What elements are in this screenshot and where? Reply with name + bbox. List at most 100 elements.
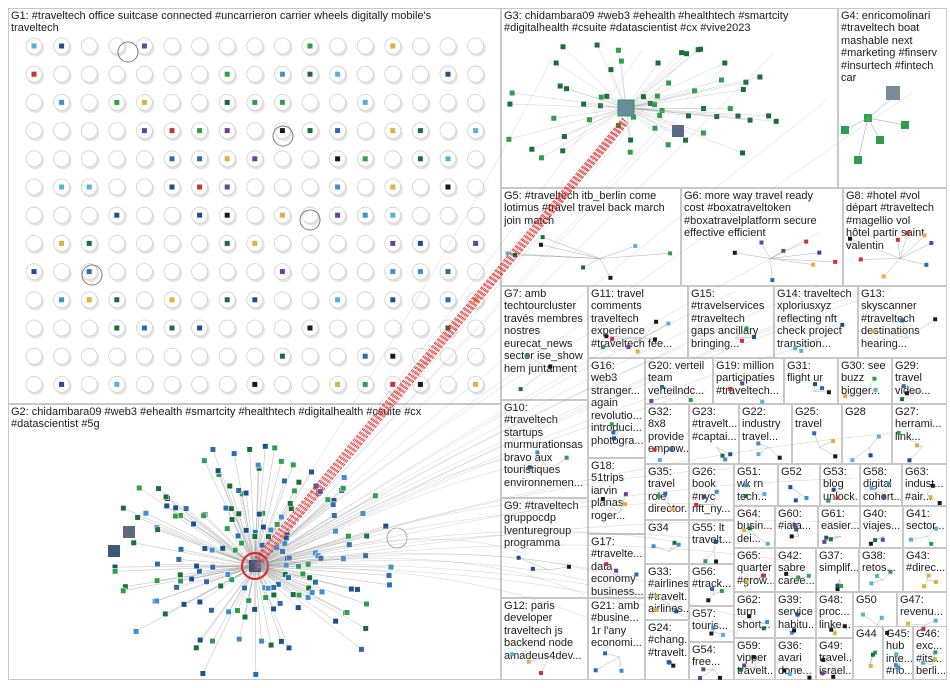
- group-label: G49: travel... israel...: [819, 640, 853, 677]
- group-label: G60: #iata...: [778, 508, 812, 533]
- group-g59: G59: vipper travelt...: [734, 638, 775, 680]
- group-label: G7: amb techtourcluster través membres n…: [504, 288, 583, 375]
- group-label: G26: book #nyc nft_ny...: [692, 466, 731, 516]
- group-g38: G38: retos...: [859, 548, 903, 592]
- group-label: G4: enricomolinari #traveltech boat mash…: [841, 10, 937, 85]
- group-g6: G6: more way travel ready cost #boxatrav…: [681, 188, 843, 286]
- group-label: G2: chidambara09 #web3 #ehealth #smartci…: [11, 406, 422, 431]
- group-label: G29: travel video...: [895, 360, 931, 397]
- group-g39: G39: service habitu...: [775, 592, 816, 638]
- group-label: G11: travel comments traveltech experien…: [591, 288, 673, 350]
- group-g10: G10: #traveltech startups murmurationsas…: [501, 400, 588, 498]
- group-label: G5: #traveltech itb_berlin come lotimus …: [504, 190, 665, 227]
- group-label: G13: skyscanner #traveltech destinations…: [861, 288, 920, 350]
- group-g62: G62: turn short...: [734, 592, 775, 638]
- group-g29: G29: travel video...: [892, 358, 947, 404]
- group-label: G38: retos...: [862, 550, 896, 575]
- group-g45: G45: hub inte... #no...: [883, 626, 913, 680]
- group-g20: G20: verteil team verteilndc...: [645, 358, 713, 404]
- group-label: G65: quarter #grow...: [737, 550, 775, 587]
- group-label: G8: #hotel #vol départ #traveltech #mage…: [846, 190, 935, 252]
- group-g57: G57: touris...: [689, 606, 734, 642]
- group-label: G41: sector...: [906, 508, 945, 533]
- group-g41: G41: sector...: [903, 506, 947, 548]
- group-label: G16: web3 stranger... again revolutio...…: [591, 360, 644, 447]
- group-g18: G18: 51trips iarvin planas roger...: [588, 458, 645, 534]
- group-g12: G12: paris developer traveltech js backe…: [501, 598, 588, 680]
- group-g56: G56: #track...: [689, 564, 734, 606]
- group-label: G18: 51trips iarvin planas roger...: [591, 460, 626, 522]
- group-label: G52: [781, 466, 802, 478]
- group-label: G15: #travelservices #traveltech gaps an…: [691, 288, 765, 350]
- group-label: G35: travel role director...: [648, 466, 689, 516]
- group-g22: G22: industry travel...: [739, 404, 792, 464]
- group-g64: G64: busin... dei...: [734, 506, 775, 548]
- group-g23: G23: #travelt... #captai...: [689, 404, 739, 464]
- group-g16: G16: web3 stranger... again revolutio...…: [588, 358, 645, 458]
- group-label: G17: #travelte... data economy business.…: [591, 536, 644, 598]
- group-g52: G52: [778, 464, 820, 506]
- group-g32: G32: 8x8 provide empow...: [645, 404, 689, 464]
- group-g46: G46: exc... #its... berli...: [913, 626, 947, 680]
- group-g11: G11: travel comments traveltech experien…: [588, 286, 688, 358]
- group-label: G48: proc... linke...: [819, 594, 851, 631]
- group-g14: G14: traveltech xploriusxyz reflecting n…: [774, 286, 858, 358]
- group-g21: G21: amb #busine... 1r l'any economi...: [588, 598, 645, 680]
- group-g37: G37: simplif...: [816, 548, 859, 592]
- group-label: G14: traveltech xploriusxyz reflecting n…: [777, 288, 852, 350]
- group-label: G40: viajes...: [863, 508, 901, 533]
- group-label: G46: exc... #its... berli...: [916, 628, 946, 678]
- group-label: G56: #track...: [692, 566, 732, 591]
- group-g40: G40: viajes...: [860, 506, 903, 548]
- group-label: G36: avari done...: [778, 640, 812, 677]
- group-label: G23: #travelt... #captai...: [692, 406, 738, 443]
- group-label: G51: wk rn tech...: [737, 466, 767, 503]
- group-g51: G51: wk rn tech...: [734, 464, 778, 506]
- group-g48: G48: proc... linke...: [816, 592, 853, 638]
- group-g2: G2: chidambara09 #web3 #ehealth #smartci…: [8, 404, 501, 680]
- group-g15: G15: #travelservices #traveltech gaps an…: [688, 286, 774, 358]
- group-label: G12: paris developer traveltech js backe…: [504, 600, 582, 662]
- group-g5: G5: #traveltech itb_berlin come lotimus …: [501, 188, 681, 286]
- group-label: G28: [845, 406, 866, 418]
- group-label: G19: million participaties #traveltech..…: [716, 360, 779, 397]
- group-label: G31: flight ur: [787, 360, 824, 385]
- group-g35: G35: travel role director...: [645, 464, 689, 520]
- group-label: G53: blog unlock...: [823, 466, 860, 503]
- group-g8: G8: #hotel #vol départ #traveltech #mage…: [843, 188, 947, 286]
- group-label: G30: see buzz bigger...: [841, 360, 886, 397]
- group-g44: G44: [853, 626, 883, 680]
- group-label: G24: #chang... #travelt...: [648, 622, 689, 659]
- group-label: G62: turn short...: [737, 594, 771, 631]
- group-g24: G24: #chang... #travelt...: [645, 620, 689, 680]
- group-label: G27: herrami... link...: [895, 406, 942, 443]
- group-g3: G3: chidambara09 #web3 #ehealth #healtht…: [501, 8, 838, 188]
- group-label: G45: hub inte... #no...: [886, 628, 913, 678]
- group-label: G39: service habitu...: [778, 594, 816, 631]
- group-g27: G27: herrami... link...: [892, 404, 947, 464]
- group-g28: G28: [842, 404, 892, 464]
- group-label: G3: chidambara09 #web3 #ehealth #healtht…: [504, 10, 789, 35]
- group-g17: G17: #travelte... data economy business.…: [588, 534, 645, 598]
- group-label: G20: verteil team verteilndc...: [648, 360, 705, 397]
- group-label: G54: free...: [692, 644, 721, 669]
- group-label: G22: industry travel...: [742, 406, 781, 443]
- group-label: G6: more way travel ready cost #boxatrav…: [684, 190, 817, 240]
- group-label: G57: touris...: [692, 608, 729, 633]
- group-g63: G63: indust... #air...: [902, 464, 947, 506]
- group-label: G9: #traveltech gruppocdp lventuregroup …: [504, 500, 579, 550]
- group-g33: G33: #airlines #travelt... airlines...: [645, 564, 689, 620]
- group-label: G42: sabre caree...: [778, 550, 815, 587]
- group-g54: G54: free...: [689, 642, 734, 680]
- group-label: G10: #traveltech startups murmurationsas…: [504, 402, 583, 489]
- group-g42: G42: sabre caree...: [775, 548, 816, 592]
- group-label: G55: lt travelt...: [692, 522, 732, 547]
- group-label: G47: revenu...: [900, 594, 943, 619]
- group-g36: G36: avari done...: [775, 638, 816, 680]
- group-g53: G53: blog unlock...: [820, 464, 860, 506]
- group-label: G58: digital cohort...: [863, 466, 902, 503]
- group-g34: G34: [645, 520, 689, 564]
- group-label: G32: 8x8 provide empow...: [648, 406, 689, 456]
- group-g49: G49: travel... israel...: [816, 638, 853, 680]
- group-g9: G9: #traveltech gruppocdp lventuregroup …: [501, 498, 588, 598]
